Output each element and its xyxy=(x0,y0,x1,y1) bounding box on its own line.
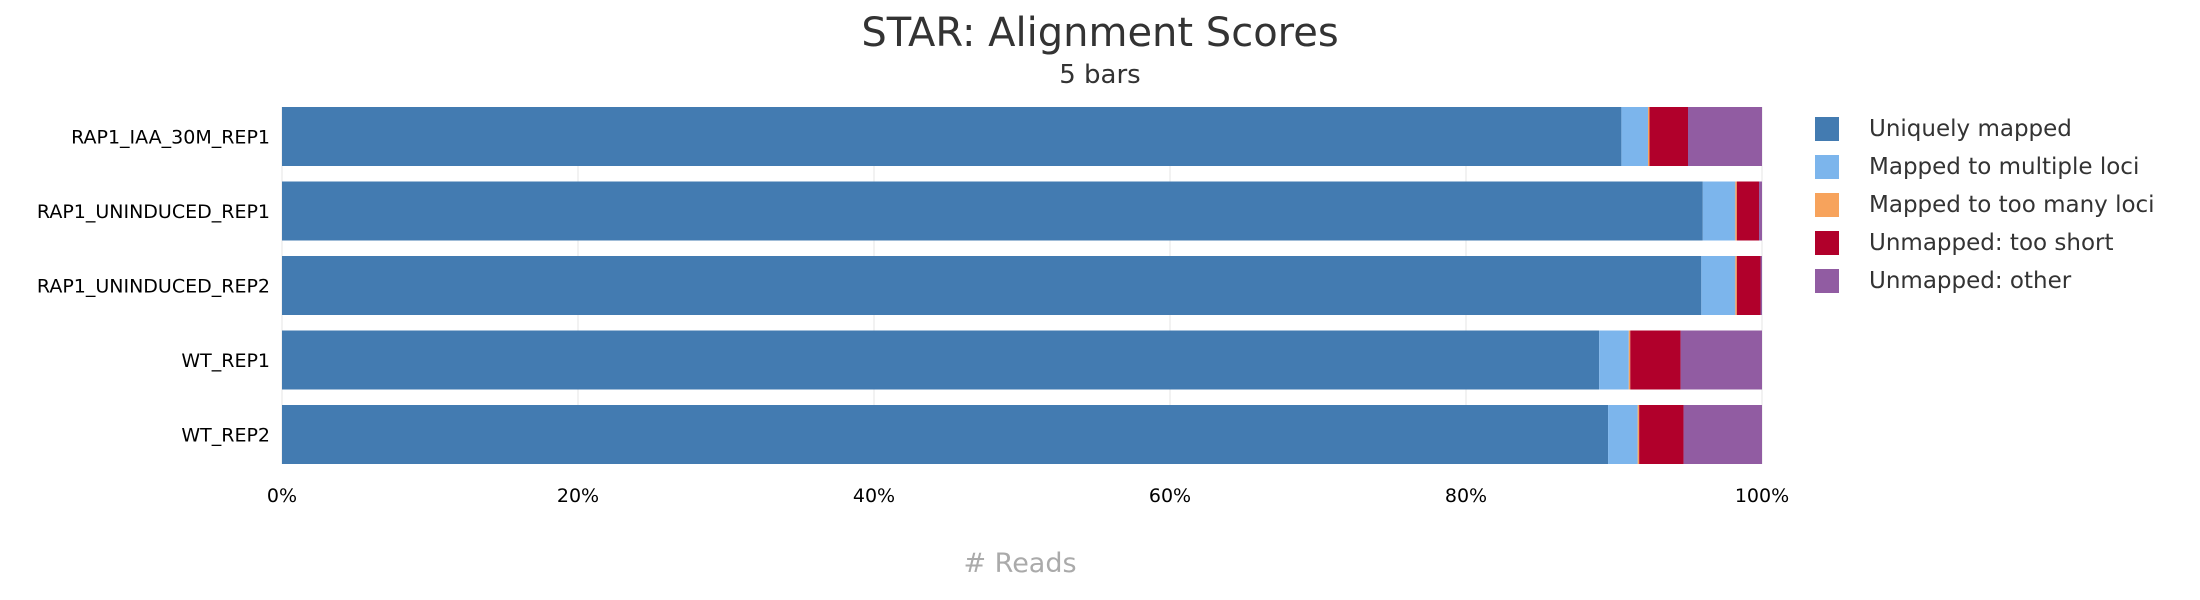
bar-segment[interactable] xyxy=(1760,256,1762,315)
bar-segment[interactable] xyxy=(282,107,1622,166)
bar-segment[interactable] xyxy=(282,256,1702,315)
chart-subtitle: 5 bars xyxy=(1059,60,1141,90)
legend-swatch xyxy=(1815,231,1839,255)
bar-segment[interactable] xyxy=(1637,405,1640,464)
legend-label: Mapped to multiple loci xyxy=(1869,154,2140,180)
y-category-label: RAP1_UNINDUCED_REP1 xyxy=(37,201,270,223)
bar-segment[interactable] xyxy=(1621,107,1649,166)
x-axis-tick-labels: 0% 20% 40% 60% 80% 100% xyxy=(267,485,1789,507)
bar-segment[interactable] xyxy=(1649,107,1688,166)
x-tick-label: 60% xyxy=(1149,485,1191,507)
legend-item[interactable]: Mapped to multiple loci xyxy=(1815,148,2155,186)
bar-segment[interactable] xyxy=(1630,330,1681,390)
bar-segment[interactable] xyxy=(1701,256,1736,315)
legend-item[interactable]: Uniquely mapped xyxy=(1815,110,2155,148)
legend-swatch xyxy=(1815,193,1839,217)
bar-segment[interactable] xyxy=(1683,405,1762,464)
legend-swatch xyxy=(1815,155,1839,179)
bar-segment[interactable] xyxy=(1628,330,1631,390)
y-category-label: RAP1_UNINDUCED_REP2 xyxy=(37,276,270,298)
legend-label: Mapped to too many loci xyxy=(1869,192,2155,218)
x-tick-label: 100% xyxy=(1735,485,1789,507)
x-tick-label: 0% xyxy=(267,485,297,507)
bar-segment[interactable] xyxy=(1736,181,1760,241)
x-axis-label: # Reads xyxy=(963,548,1077,579)
bar-segment[interactable] xyxy=(1735,256,1737,315)
legend-swatch xyxy=(1815,269,1839,293)
y-category-label: WT_REP2 xyxy=(181,425,270,447)
legend-label: Unmapped: other xyxy=(1869,268,2072,294)
chart-title: STAR: Alignment Scores xyxy=(861,10,1339,56)
bar-segment[interactable] xyxy=(1736,256,1761,315)
legend: Uniquely mapped Mapped to multiple loci Ma… xyxy=(1815,110,2155,300)
bar-segment[interactable] xyxy=(1688,107,1762,166)
legend-swatch xyxy=(1815,117,1839,141)
legend-item[interactable]: Unmapped: other xyxy=(1815,262,2155,300)
bar-segment[interactable] xyxy=(282,405,1609,464)
legend-label: Uniquely mapped xyxy=(1869,116,2072,142)
x-tick-label: 80% xyxy=(1445,485,1487,507)
x-tick-label: 20% xyxy=(557,485,599,507)
bar-segment[interactable] xyxy=(282,181,1703,241)
bars xyxy=(282,107,1762,464)
bar-segment[interactable] xyxy=(1759,181,1762,241)
y-category-label: WT_REP1 xyxy=(181,350,270,372)
bar-segment[interactable] xyxy=(1702,181,1736,241)
legend-item[interactable]: Mapped to too many loci xyxy=(1815,186,2155,224)
bar-segment[interactable] xyxy=(1735,181,1737,241)
bar-segment[interactable] xyxy=(1599,330,1629,390)
bar-segment[interactable] xyxy=(1608,405,1638,464)
x-tick-label: 40% xyxy=(853,485,895,507)
bar-segment[interactable] xyxy=(1648,107,1650,166)
bar-segment[interactable] xyxy=(282,330,1600,390)
y-axis-labels: RAP1_IAA_30M_REP1 RAP1_UNINDUCED_REP1 RAP1… xyxy=(37,127,270,447)
bar-segment[interactable] xyxy=(1680,330,1762,390)
legend-item[interactable]: Unmapped: too short xyxy=(1815,224,2155,262)
y-category-label: RAP1_IAA_30M_REP1 xyxy=(71,127,270,149)
legend-label: Unmapped: too short xyxy=(1869,230,2114,256)
bar-segment[interactable] xyxy=(1639,405,1684,464)
